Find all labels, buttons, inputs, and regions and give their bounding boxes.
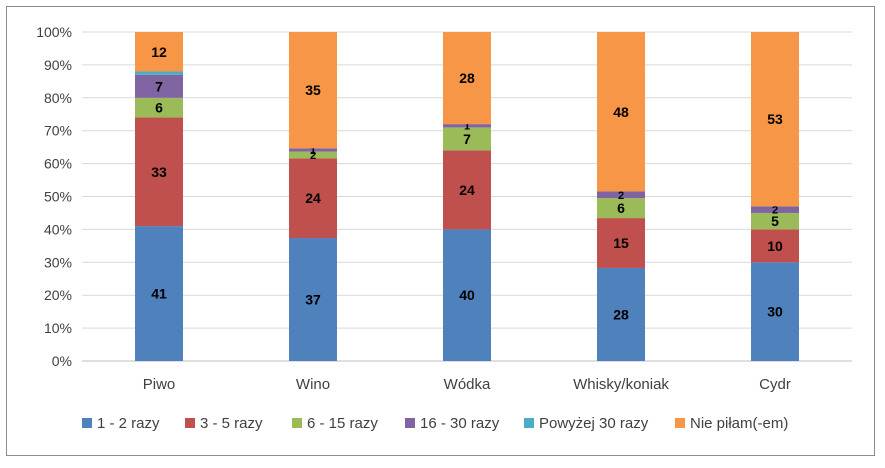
y-tick-label: 0% — [52, 353, 72, 369]
data-label: 30 — [767, 304, 783, 320]
data-label: 5 — [771, 213, 779, 229]
bar-segment — [135, 226, 183, 361]
y-tick-label: 40% — [44, 221, 72, 237]
bar-segment — [135, 71, 183, 75]
legend-item: 16 - 30 razy — [405, 415, 500, 432]
y-tick-label: 90% — [44, 57, 72, 73]
y-tick-label: 80% — [44, 90, 72, 106]
y-tick-label: 30% — [44, 254, 72, 270]
legend-item: Nie piłam(-em) — [675, 415, 788, 432]
data-label: 12 — [151, 44, 167, 60]
data-label: 2 — [310, 150, 316, 162]
category-label: Whisky/koniak — [573, 376, 669, 393]
data-label: 48 — [613, 104, 629, 120]
legend-swatch — [405, 418, 415, 428]
data-label: 2 — [772, 205, 778, 217]
bar-segment — [443, 127, 491, 151]
y-tick-label: 100% — [36, 24, 72, 40]
legend-label: 6 - 15 razy — [307, 415, 378, 432]
bar-segment — [289, 32, 337, 149]
legend-swatch — [675, 418, 685, 428]
data-label: 41 — [151, 286, 167, 302]
y-tick-label: 10% — [44, 320, 72, 336]
bar-segment — [443, 124, 491, 128]
legend-item: 6 - 15 razy — [292, 415, 378, 432]
legend-label: Nie piłam(-em) — [690, 415, 788, 432]
data-label: 7 — [463, 131, 471, 147]
data-label: 1 — [310, 145, 316, 157]
category-label: Wino — [296, 376, 330, 393]
data-label: 40 — [459, 287, 475, 303]
bar-segment — [751, 32, 799, 207]
data-label: 33 — [151, 164, 167, 180]
category-label: Cydr — [759, 376, 791, 393]
x-axis: Piwo Wino Wódka Whisky/koniak Cydr — [143, 376, 791, 393]
bar-segment — [443, 229, 491, 361]
bar-segment — [597, 267, 645, 361]
category-label: Piwo — [143, 376, 176, 393]
legend: 1 - 2 razy 3 - 5 razy 6 - 15 razy 16 - 30 r… — [82, 415, 788, 432]
y-tick-label: 50% — [44, 189, 72, 205]
data-label: 6 — [155, 100, 163, 116]
y-tick-label: 60% — [44, 156, 72, 172]
bar-segment — [135, 74, 183, 98]
legend-label: Powyżej 30 razy — [539, 415, 649, 432]
bar-segment — [289, 151, 337, 159]
bar-segment — [597, 198, 645, 219]
data-label: 24 — [305, 190, 321, 206]
data-label: 28 — [613, 307, 629, 323]
bar-segment — [751, 229, 799, 263]
bar-segment — [443, 150, 491, 230]
legend-swatch — [524, 418, 534, 428]
bar-segment — [751, 262, 799, 361]
data-label: 37 — [305, 292, 321, 308]
bar-segment — [289, 238, 337, 361]
bar-segment — [751, 206, 799, 213]
bar-segment — [751, 212, 799, 230]
bar-segment — [135, 32, 183, 72]
y-axis: 0% 10% 20% 30% 40% 50% 60% 70% 80% 90% 100% — [36, 24, 72, 369]
data-label: 6 — [617, 200, 625, 216]
legend-swatch — [292, 418, 302, 428]
data-label: 15 — [613, 235, 629, 251]
data-label: 24 — [459, 182, 475, 198]
data-label: 1 — [464, 121, 470, 133]
bar-segment — [289, 158, 337, 239]
legend-swatch — [185, 418, 195, 428]
data-label: 10 — [767, 238, 783, 254]
bar-segment — [597, 218, 645, 268]
data-label: 7 — [155, 78, 163, 94]
y-tick-label: 20% — [44, 287, 72, 303]
category-label: Wódka — [444, 376, 491, 393]
legend-label: 16 - 30 razy — [420, 415, 500, 432]
bar-segment — [289, 148, 337, 152]
legend-item: 1 - 2 razy — [82, 415, 160, 432]
legend-label: 3 - 5 razy — [200, 415, 263, 432]
legend-swatch — [82, 418, 92, 428]
data-label: 35 — [305, 82, 321, 98]
data-label: 53 — [767, 111, 783, 127]
legend-label: 1 - 2 razy — [97, 415, 160, 432]
data-label: 2 — [618, 190, 624, 202]
bar-segment — [597, 191, 645, 199]
legend-item: Powyżej 30 razy — [524, 415, 649, 432]
y-tick-label: 70% — [44, 123, 72, 139]
legend-item: 3 - 5 razy — [185, 415, 263, 432]
data-label: 28 — [459, 70, 475, 86]
bar-segment — [135, 117, 183, 227]
bar-segment — [135, 97, 183, 118]
bar-segment — [443, 32, 491, 125]
bar-segment — [597, 32, 645, 192]
